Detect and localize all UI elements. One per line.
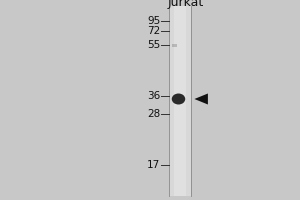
Text: 72: 72 xyxy=(147,26,161,36)
Text: Jurkat: Jurkat xyxy=(168,0,204,9)
Polygon shape xyxy=(194,94,208,104)
Ellipse shape xyxy=(172,94,185,104)
Bar xyxy=(174,6,186,196)
Text: 17: 17 xyxy=(147,160,161,170)
Text: 36: 36 xyxy=(147,91,161,101)
Bar xyxy=(169,6,190,196)
Text: 55: 55 xyxy=(147,40,161,50)
Text: 28: 28 xyxy=(147,109,161,119)
Bar xyxy=(172,44,177,47)
Text: 95: 95 xyxy=(147,16,161,26)
